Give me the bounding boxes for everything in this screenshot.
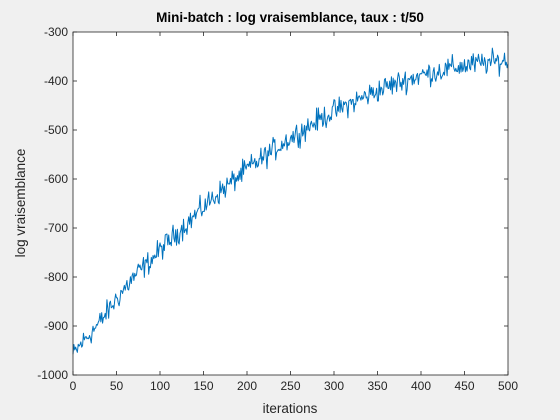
y-tick-label: -600 <box>44 172 68 186</box>
y-axis-label: log vraisemblance <box>13 149 28 258</box>
x-tick-label: 50 <box>110 379 124 393</box>
x-tick-label: 450 <box>454 379 474 393</box>
y-tick-label: -500 <box>44 123 68 137</box>
x-tick-label: 300 <box>324 379 344 393</box>
series-layer <box>72 47 509 355</box>
series-line <box>72 47 509 355</box>
y-axis: -1000 -900 -800 -700 -600 -500 -400 -300 <box>37 25 508 382</box>
y-tick-label: -1000 <box>37 368 68 382</box>
y-tick-label: -400 <box>44 74 68 88</box>
y-tick-label: -700 <box>44 221 68 235</box>
x-tick-label: 400 <box>411 379 431 393</box>
plot-area <box>73 32 508 375</box>
x-tick-label: 350 <box>367 379 387 393</box>
y-tick-label: -900 <box>44 319 68 333</box>
x-tick-label: 250 <box>280 379 300 393</box>
x-tick-label: 500 <box>498 379 518 393</box>
y-tick-label: -800 <box>44 270 68 284</box>
x-tick-label: 100 <box>150 379 170 393</box>
x-tick-label: 150 <box>193 379 213 393</box>
x-axis-label: iterations <box>263 401 318 416</box>
y-tick-label: -300 <box>44 25 68 39</box>
chart-title: Mini-batch : log vraisemblance, taux : t… <box>156 10 424 25</box>
x-tick-label: 200 <box>237 379 257 393</box>
x-tick-label: 0 <box>70 379 77 393</box>
x-axis: 0 50 100 150 200 250 300 350 400 450 500 <box>70 32 518 393</box>
